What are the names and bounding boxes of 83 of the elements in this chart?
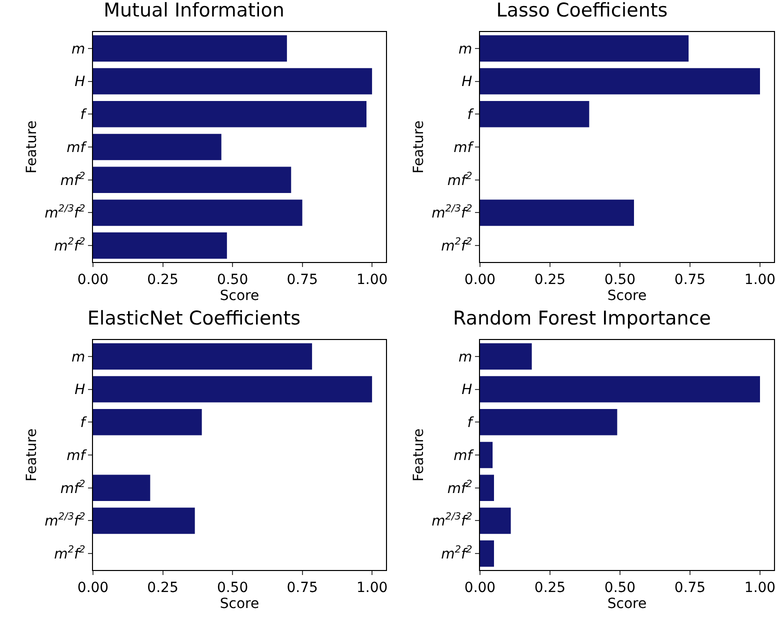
x-tick-label: 0.25 <box>147 272 178 288</box>
x-tick-label: 0.75 <box>286 272 318 288</box>
x-tick-label: 0.75 <box>286 580 318 596</box>
y-tick-label: m <box>72 349 86 366</box>
y-axis-title: Feature <box>411 428 428 482</box>
y-tick-label: H <box>462 382 473 398</box>
bar <box>93 35 287 62</box>
x-axis-title: Score <box>607 596 647 612</box>
x-tick-label: 0.00 <box>77 272 109 288</box>
y-tick-label: H <box>74 74 86 90</box>
y-tick-label: m$^{2/3}$f$^{2}$ <box>44 204 86 222</box>
bar <box>480 35 689 62</box>
x-tick-label: 1.00 <box>356 580 388 596</box>
bar <box>480 409 618 436</box>
y-tick-label: f <box>80 415 88 432</box>
x-tick-label: 0.75 <box>674 272 706 288</box>
x-tick-label: 0.50 <box>604 272 636 288</box>
bar <box>93 474 150 501</box>
x-tick-label: 0.75 <box>674 580 706 596</box>
x-tick-label: 1.00 <box>744 580 776 596</box>
y-tick-label: m$^{2}$f$^{2}$ <box>54 236 86 254</box>
chart-title: ElasticNet Coefficients <box>87 307 301 330</box>
bar <box>93 508 195 534</box>
bar <box>480 343 532 370</box>
y-tick-label: mf$^{2}$ <box>447 478 472 497</box>
y-tick-label: m <box>72 41 86 58</box>
x-tick-label: 0.00 <box>464 580 496 596</box>
bar <box>93 101 366 128</box>
bar <box>480 540 494 567</box>
y-tick-label: m <box>458 41 472 58</box>
bar <box>480 474 494 501</box>
x-axis-title: Score <box>220 596 260 612</box>
x-axis-title: Score <box>607 288 647 304</box>
x-tick-label: 0.25 <box>147 580 178 596</box>
chart-title: Random Forest Importance <box>453 307 711 330</box>
bar <box>480 101 590 128</box>
x-tick-label: 0.50 <box>604 580 636 596</box>
y-tick-label: m$^{2}$f$^{2}$ <box>441 544 472 562</box>
bar <box>93 376 372 402</box>
bar <box>480 508 511 534</box>
y-axis-title: Feature <box>24 428 40 482</box>
chart-title: Lasso Coefficients <box>496 0 668 22</box>
y-tick-label: mf <box>454 140 474 156</box>
bar <box>93 200 302 226</box>
y-tick-label: H <box>74 382 86 398</box>
chart-title: Mutual Information <box>104 0 284 22</box>
x-tick-label: 0.00 <box>464 272 496 288</box>
y-tick-label: mf <box>454 448 474 464</box>
x-tick-label: 0.50 <box>216 580 248 596</box>
y-tick-label: mf <box>66 140 88 156</box>
x-tick-label: 0.25 <box>534 580 566 596</box>
bar <box>480 376 760 402</box>
y-tick-label: m$^{2/3}$f$^{2}$ <box>44 512 86 530</box>
bar <box>93 343 312 370</box>
y-tick-label: m$^{2/3}$f$^{2}$ <box>432 204 472 222</box>
bar <box>93 134 222 160</box>
y-tick-label: m <box>458 349 472 366</box>
y-axis-title: Feature <box>24 120 40 174</box>
x-axis-title: Score <box>220 288 260 304</box>
bar <box>93 166 292 193</box>
y-axis-title: Feature <box>411 120 428 174</box>
y-tick-label: m$^{2}$f$^{2}$ <box>54 544 86 562</box>
x-tick-label: 0.00 <box>77 580 109 596</box>
x-tick-label: 1.00 <box>744 272 776 288</box>
y-tick-label: mf$^{2}$ <box>447 170 472 189</box>
y-tick-label: H <box>462 74 473 90</box>
bar <box>93 68 372 94</box>
y-tick-label: m$^{2/3}$f$^{2}$ <box>432 512 472 530</box>
y-tick-label: f <box>467 107 474 124</box>
x-tick-label: 0.25 <box>534 272 566 288</box>
bar <box>93 409 202 436</box>
y-tick-label: f <box>80 107 88 124</box>
y-tick-label: mf$^{2}$ <box>60 170 86 189</box>
bar <box>93 232 227 259</box>
x-tick-label: 0.50 <box>216 272 248 288</box>
bar <box>480 68 760 94</box>
y-tick-label: m$^{2}$f$^{2}$ <box>441 236 472 254</box>
y-tick-label: mf$^{2}$ <box>60 478 86 497</box>
x-tick-label: 1.00 <box>356 272 388 288</box>
y-tick-label: mf <box>66 448 88 464</box>
bar <box>480 200 634 226</box>
y-tick-label: f <box>467 415 474 432</box>
bar <box>480 442 493 468</box>
